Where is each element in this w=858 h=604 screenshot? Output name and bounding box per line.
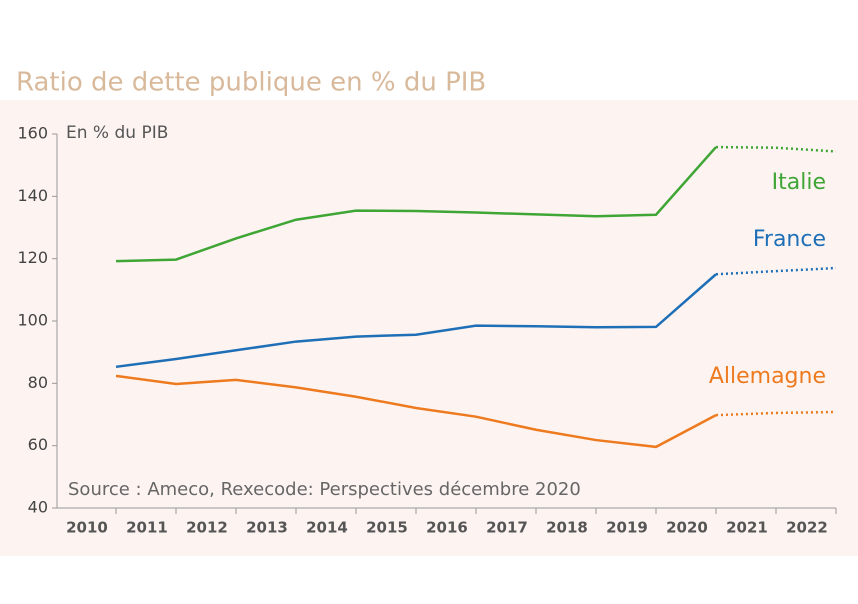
x-tick-label: 2010	[66, 519, 108, 537]
plot-background	[0, 100, 858, 556]
y-tick-label: 100	[17, 311, 48, 330]
y-tick-label: 140	[17, 186, 48, 205]
x-tick-label: 2011	[126, 519, 168, 537]
x-tick-label: 2012	[186, 519, 228, 537]
series-label: Allemagne	[709, 364, 826, 389]
x-tick-label: 2021	[726, 519, 768, 537]
series-label: France	[753, 227, 826, 252]
forecast-line	[715, 410, 837, 417]
y-axis-label: En % du PIB	[66, 123, 168, 143]
series-line	[115, 146, 717, 263]
x-tick-label: 2016	[426, 519, 468, 537]
chart-title: Ratio de dette publique en % du PIB	[16, 68, 486, 98]
x-tick-label: 2013	[246, 519, 288, 537]
forecast-line	[715, 145, 837, 153]
x-tick-label: 2015	[366, 519, 408, 537]
source-note: Source : Ameco, Rexecode: Perspectives d…	[68, 479, 581, 500]
series-label: Italie	[772, 170, 826, 195]
series-line	[115, 374, 717, 449]
x-tick-label: 2014	[306, 519, 348, 537]
y-tick-label: 40	[28, 498, 48, 517]
forecast-line	[715, 266, 837, 276]
x-tick-label: 2018	[546, 519, 588, 537]
x-tick-label: 2017	[486, 519, 528, 537]
y-tick-label: 120	[17, 248, 48, 267]
x-tick-label: 2022	[786, 519, 828, 537]
x-tick-label: 2020	[666, 519, 708, 537]
x-tick-label: 2019	[606, 519, 648, 537]
y-tick-label: 160	[17, 124, 48, 143]
series-line	[115, 273, 717, 369]
y-tick-label: 80	[28, 373, 48, 392]
y-tick-label: 60	[28, 435, 48, 454]
